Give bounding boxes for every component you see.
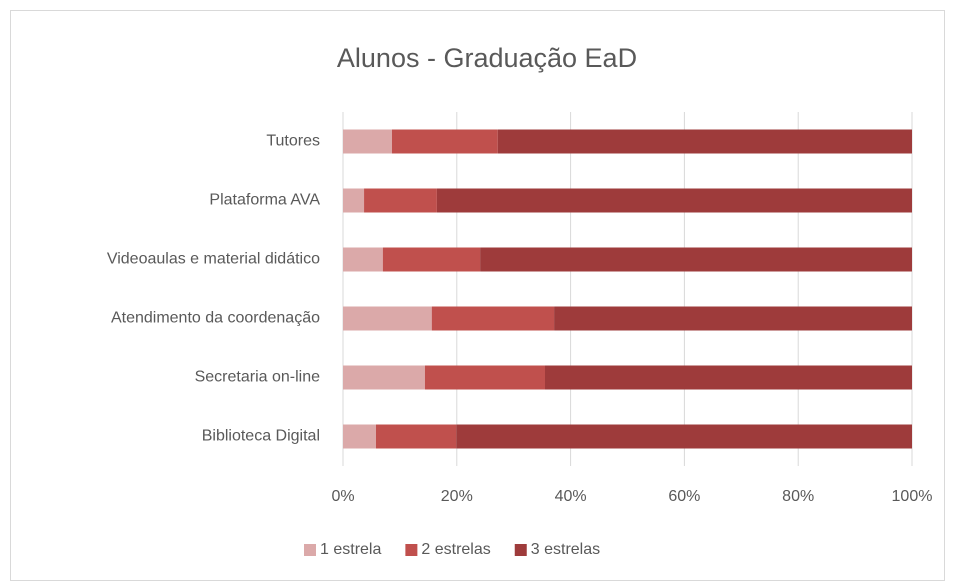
chart-border — [10, 10, 945, 581]
bar-segment — [424, 365, 545, 390]
bar-segment — [382, 247, 481, 272]
y-tick-label: Biblioteca Digital — [202, 428, 320, 445]
bar-segment — [364, 188, 437, 213]
bar-segment — [431, 306, 555, 331]
y-tick-label: Videoaulas e material didático — [107, 251, 320, 268]
x-tick-label: 80% — [782, 488, 814, 505]
y-tick-label: Secretaria on-line — [195, 369, 321, 386]
bar-segment — [554, 306, 912, 331]
bar-segment — [391, 129, 498, 154]
y-tick-label: Plataforma AVA — [209, 192, 320, 209]
y-tick-label: Atendimento da coordenação — [111, 310, 320, 327]
legend-label: 1 estrela — [320, 541, 381, 558]
bar-segment — [343, 365, 425, 390]
x-tick-label: 100% — [892, 488, 933, 505]
legend-swatch — [405, 544, 418, 556]
bar-segment — [343, 424, 377, 449]
y-tick-label: Tutores — [266, 133, 320, 150]
bar-segment — [343, 306, 432, 331]
bar-segment — [544, 365, 912, 390]
x-tick-label: 40% — [555, 488, 587, 505]
bar-segment — [436, 188, 912, 213]
bar-segment — [343, 188, 365, 213]
x-tick-label: 20% — [441, 488, 473, 505]
bar-segment — [376, 424, 457, 449]
bar-segment — [480, 247, 912, 272]
legend-swatch — [304, 544, 316, 556]
chart-title: Alunos - Graduação EaD — [337, 43, 637, 73]
x-tick-label: 60% — [668, 488, 700, 505]
legend-swatch — [514, 544, 527, 556]
legend-label: 2 estrelas — [421, 541, 490, 558]
bar-segment — [343, 247, 383, 272]
legend-label: 3 estrelas — [531, 541, 600, 558]
x-tick-label: 0% — [331, 488, 354, 505]
bar-segment — [497, 129, 912, 154]
bar-segment — [343, 129, 392, 154]
bar-segment — [456, 424, 912, 449]
